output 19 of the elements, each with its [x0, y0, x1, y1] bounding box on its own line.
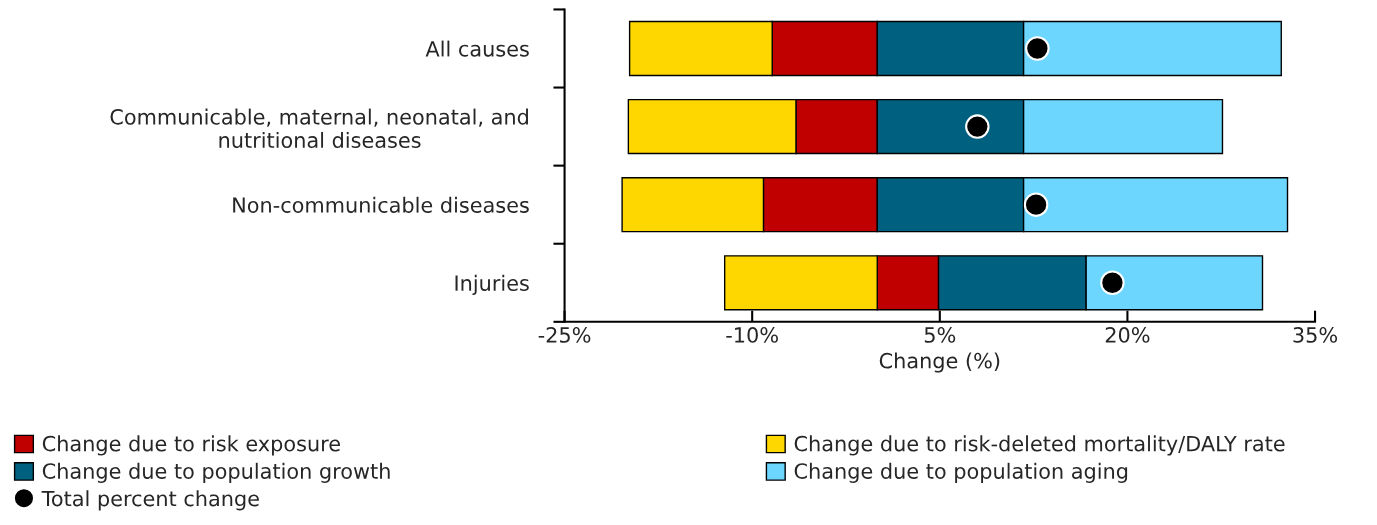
- x-tick-label: 35%: [1293, 327, 1338, 343]
- y-tick-label: Injuries: [455, 274, 529, 296]
- point: [1100, 270, 1125, 296]
- point: [1023, 192, 1049, 217]
- y-tick-label: Communicable, maternal, neonatal, and nutritional diseases: [110, 108, 528, 149]
- x-tick-label: -10%: [726, 327, 778, 343]
- y-tick-label: Non-communicable diseases: [233, 196, 529, 213]
- legend-label: Total percent change: [41, 490, 259, 511]
- x-tick-label: 5%: [924, 327, 956, 343]
- legend-label: Change due to population aging: [794, 462, 1128, 483]
- x-axis-title: Change (%): [879, 352, 1000, 373]
- y-tick-label: All causes: [425, 40, 529, 57]
- x-tick-label: 20%: [1105, 327, 1150, 343]
- legend-label: Change due to population growth: [42, 462, 390, 483]
- legend-label: Change due to risk exposure: [42, 435, 340, 456]
- point: [1025, 36, 1050, 61]
- legend-label: Change due to risk-deleted mortality/DALY rate: [794, 435, 1285, 456]
- x-tick-label: -25%: [538, 327, 591, 343]
- point: [965, 114, 990, 139]
